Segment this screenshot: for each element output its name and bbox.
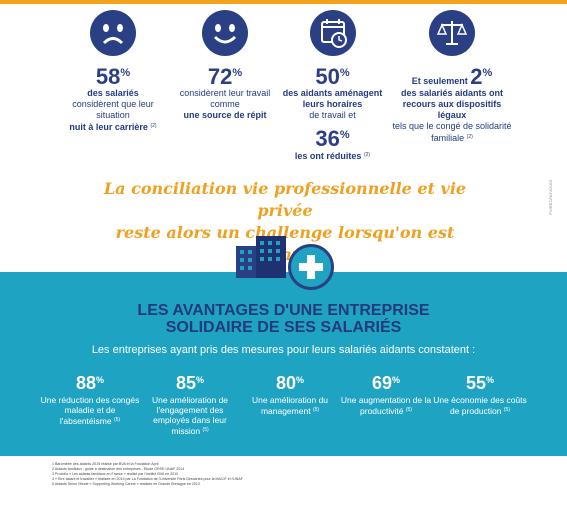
tagline-line-1: La conciliation vie professionnelle et v…	[103, 179, 467, 220]
smile-face-icon	[202, 10, 248, 56]
benefit-percent: 55	[465, 373, 486, 393]
stat-label: des salariés	[87, 88, 139, 98]
stat-label: des aidants aménagent leurs horaires	[282, 88, 383, 109]
benefit-item: 69% Une augmentation de la productivité …	[340, 373, 432, 416]
footnote: 2 Aidants familiaux : guide à destinatio…	[52, 467, 185, 471]
stat-percent: 58	[95, 64, 121, 89]
stat-text: considèrent que leur situation	[72, 99, 154, 120]
ref-note: (5)	[405, 407, 412, 413]
ref-note: (2)	[363, 152, 371, 158]
stat-percent: 72	[207, 64, 233, 89]
benefit-text: Une amélioration de l'engagement des emp…	[151, 395, 229, 436]
footnote: 4 « Etre aidant et travailler » réalisée…	[52, 477, 243, 481]
ref-note: (5)	[113, 417, 121, 423]
benefit-item: 80% Une amélioration du management (5)	[251, 373, 329, 416]
stat-percent: 50	[315, 64, 340, 89]
benefit-text: Une réduction des congés maladie et de l…	[40, 395, 140, 426]
stat-emphasis: nuit à leur carrière	[69, 122, 148, 132]
building-icon	[236, 236, 286, 278]
stat-prefix: Et seulement	[411, 76, 468, 86]
stat-percent-2: 36	[315, 126, 340, 151]
stat-emphasis: les ont réduites	[294, 151, 362, 161]
benefit-item: 88% Une réduction des congés maladie et …	[40, 373, 140, 426]
section-title-line-2: SOLIDAIRE DE SES SALARIÉS	[165, 319, 402, 336]
stat-emphasis: une source de répit	[183, 110, 267, 120]
stat-respite: 72% considèrent leur travail comme une s…	[170, 10, 280, 121]
ref-note: (5)	[312, 407, 320, 413]
stat-text: considèrent leur travail comme	[179, 88, 271, 109]
benefit-percent: 88	[75, 373, 96, 393]
footnotes: 1 Baromètre des aidants 2019 réalisé par…	[52, 462, 532, 487]
top-accent-bar	[0, 0, 567, 4]
benefit-percent: 69	[371, 373, 392, 393]
plus-icon	[288, 244, 334, 290]
footnote: 1 Baromètre des aidants 2019 réalisé par…	[52, 462, 159, 466]
section-title: LES AVANTAGES D'UNE ENTREPRISE SOLIDAIRE…	[60, 302, 507, 336]
benefit-percent: 85	[175, 373, 196, 393]
ref-note: (2)	[466, 134, 473, 140]
stat-percent: 2	[470, 64, 483, 89]
stat-label: des salariés aidants ont recours aux dis…	[400, 88, 504, 120]
benefit-percent: 80	[275, 373, 296, 393]
side-reference: PV/REC/NOV/2023	[548, 180, 553, 215]
stat-text: tels que le congé de solidarité familial…	[392, 121, 512, 143]
benefit-text: Une augmentation de la productivité	[340, 395, 432, 416]
benefits-section	[0, 272, 567, 456]
benefit-text: Une économie des coûts de production	[433, 395, 527, 416]
sad-face-icon	[90, 10, 136, 56]
section-subtitle: Les entreprises ayant pris des mesures p…	[91, 344, 476, 356]
ref-note: (2)	[150, 123, 157, 129]
ref-note: (5)	[202, 427, 209, 433]
footnote: 5 Aidants Selon l'étude « Supporting Wor…	[52, 482, 200, 486]
calendar-clock-icon	[309, 10, 356, 56]
stat-career: 58% des salariés considèrent que leur si…	[58, 10, 168, 133]
benefit-item: 55% Une économie des coûts de production…	[433, 373, 527, 416]
stat-schedule: 50% des aidants aménagent leurs horaires…	[275, 10, 390, 162]
benefit-item: 85% Une amélioration de l'engagement des…	[151, 373, 229, 436]
scales-icon	[429, 10, 475, 56]
stat-legal: Et seulement 2% des salariés aidants ont…	[392, 10, 512, 144]
stat-text: de travail et	[309, 110, 356, 120]
benefit-text: Une amélioration du management	[251, 395, 329, 416]
section-title-line-1: LES AVANTAGES D'UNE ENTREPRISE	[137, 302, 430, 319]
footnote: 3 Proxidia « Les aidants familiaux en Fr…	[52, 472, 179, 476]
ref-note: (5)	[503, 407, 510, 413]
